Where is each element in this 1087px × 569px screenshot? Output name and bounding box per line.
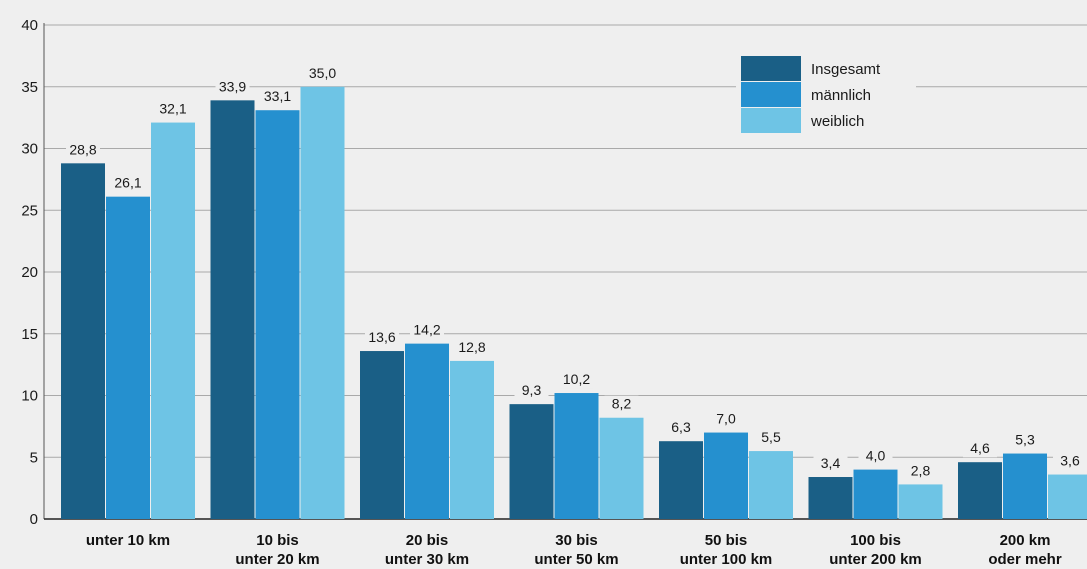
y-tick-label: 5 (30, 449, 38, 466)
value-label: 14,2 (413, 322, 440, 338)
value-label: 2,8 (911, 462, 931, 478)
value-label-bg (604, 395, 639, 413)
category-label: unter 20 km (235, 551, 319, 568)
value-label-bg (754, 429, 788, 447)
category-label: oder mehr (988, 551, 1062, 568)
bar-Insgesamt (958, 462, 1002, 519)
category-label: unter 50 km (534, 551, 618, 568)
y-tick-label: 40 (21, 17, 38, 34)
legend-label: männlich (811, 87, 871, 104)
bar-weiblich (300, 86, 345, 519)
category-label: unter 30 km (385, 551, 469, 568)
legend-swatch (741, 82, 801, 107)
value-label-bg (709, 410, 743, 428)
value-label-bg (963, 440, 997, 458)
bar-männlich (255, 110, 300, 519)
y-tick-label: 15 (21, 326, 38, 343)
bar-männlich (704, 432, 748, 519)
category-label: 20 bis (406, 532, 449, 549)
bar-männlich (405, 343, 449, 519)
value-label-bg (156, 100, 190, 118)
value-label: 28,8 (69, 141, 96, 157)
value-label: 13,6 (368, 329, 395, 345)
legend-swatch (741, 56, 801, 81)
legend-label: Insgesamt (811, 61, 881, 78)
bar-Insgesamt (808, 477, 853, 519)
legend: Insgesamt männlich weiblich (736, 50, 916, 138)
value-label: 8,2 (612, 396, 632, 412)
y-tick-label: 30 (21, 141, 38, 158)
bar-männlich (106, 196, 150, 520)
category-label: unter 10 km (86, 532, 170, 549)
value-label-bg (664, 419, 698, 437)
bar-Insgesamt (61, 163, 105, 519)
bar-männlich (1003, 453, 1047, 519)
value-label-bg (559, 371, 594, 389)
value-label-bg (410, 321, 444, 339)
value-label: 5,5 (761, 429, 781, 445)
y-tick-label: 10 (21, 388, 38, 405)
value-label-bg (455, 338, 489, 356)
value-label-bg (215, 78, 250, 96)
value-label: 12,8 (458, 339, 485, 355)
value-label-bg (858, 447, 893, 465)
value-label-bg (111, 174, 145, 192)
bar-männlich (554, 393, 599, 519)
category-label: 100 bis (850, 532, 901, 549)
bars (61, 86, 1087, 520)
bar-weiblich (151, 122, 195, 519)
value-label-bg (813, 455, 848, 473)
bar-Insgesamt (659, 441, 703, 519)
value-label-bg (260, 88, 295, 106)
value-label: 33,9 (219, 78, 246, 94)
category-label: 30 bis (555, 532, 598, 549)
value-label: 3,4 (821, 455, 841, 471)
value-labels: 28,8 26,1 32,1 33,9 33,1 35,0 13,6 14,2 12,8 9,3 1… (66, 64, 1087, 480)
bar-Insgesamt (360, 351, 404, 519)
bar-weiblich (749, 451, 793, 519)
y-axis-ticks: 0 5 10 15 20 25 30 35 40 (21, 17, 38, 528)
value-label-bg (514, 382, 549, 400)
value-label-bg (903, 462, 938, 480)
value-label-bg (305, 64, 340, 82)
value-label-bg (365, 329, 399, 347)
category-label: unter 200 km (829, 551, 922, 568)
bar-weiblich (599, 417, 644, 519)
value-label: 3,6 (1060, 453, 1080, 469)
y-tick-label: 35 (21, 79, 38, 96)
value-label: 32,1 (159, 101, 186, 117)
bar-weiblich (1048, 474, 1087, 519)
y-tick-label: 0 (30, 511, 38, 528)
value-label: 33,1 (264, 88, 291, 104)
value-label: 26,1 (114, 175, 141, 191)
bar-Insgesamt (509, 404, 554, 519)
legend-label: weiblich (810, 113, 864, 130)
category-label: unter 100 km (680, 551, 773, 568)
value-label: 4,6 (970, 440, 990, 456)
value-label: 35,0 (309, 65, 336, 81)
category-label: 200 km (1000, 532, 1051, 549)
value-label: 7,0 (716, 411, 736, 427)
value-label: 10,2 (563, 371, 590, 387)
category-labels: unter 10 km 10 bis unter 20 km 20 bis unter … (86, 532, 1062, 568)
value-label: 4,0 (866, 448, 886, 464)
value-label-bg (1053, 452, 1087, 470)
value-label: 9,3 (522, 382, 542, 398)
value-label-bg (1008, 431, 1042, 449)
value-label: 6,3 (671, 419, 691, 435)
y-tick-label: 25 (21, 202, 38, 219)
legend-swatch (741, 108, 801, 133)
bar-weiblich (450, 360, 494, 519)
category-label: 50 bis (705, 532, 748, 549)
bar-Insgesamt (210, 100, 255, 520)
bar-weiblich (898, 484, 943, 519)
y-tick-label: 20 (21, 264, 38, 281)
value-label: 5,3 (1015, 432, 1035, 448)
category-label: 10 bis (256, 532, 299, 549)
value-label-bg (66, 141, 100, 159)
bar-männlich (853, 469, 898, 519)
